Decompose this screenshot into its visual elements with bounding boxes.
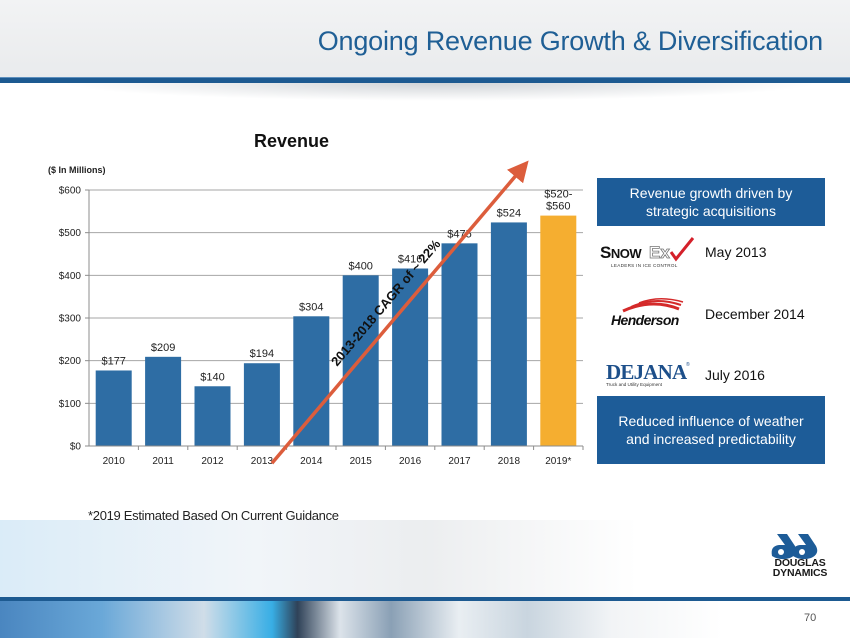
- x-tick-label: 2018: [498, 456, 521, 467]
- acquisition-date: July 2016: [705, 367, 765, 383]
- data-label: $304: [299, 301, 323, 313]
- bar-2014: [293, 316, 330, 446]
- header-divider: [0, 77, 850, 83]
- dejana-logo: DEJANA ® Truck and Utility Equipment: [606, 360, 690, 387]
- slide-title: Ongoing Revenue Growth & Diversification: [317, 26, 823, 56]
- conclusion-text: Reduced influence of weather and increas…: [618, 413, 804, 447]
- svg-text:SNOW: SNOW: [600, 243, 642, 262]
- x-tick-label: 2015: [350, 456, 373, 467]
- data-label: $194: [250, 348, 274, 360]
- estimate-footnote: *2019 Estimated Based On Current Guidanc…: [88, 508, 339, 523]
- x-tick-label: 2019*: [545, 456, 571, 467]
- acquisition-snowex: SNOW Ex LEADERS IN ICE CONTROL May 2013: [597, 232, 837, 272]
- x-tick-label: 2016: [399, 456, 422, 467]
- svg-text:Truck and Utility Equipment: Truck and Utility Equipment: [606, 382, 663, 387]
- svg-text:Henderson: Henderson: [611, 312, 679, 328]
- acquisition-date: May 2013: [705, 244, 767, 260]
- bar-2010: [95, 370, 132, 446]
- bar-2011: [145, 356, 182, 446]
- data-label: $177: [101, 355, 125, 367]
- y-tick-label: $100: [59, 399, 82, 410]
- y-tick-label: $300: [59, 314, 82, 325]
- bars: [95, 215, 577, 446]
- henderson-logo: Henderson: [611, 298, 684, 328]
- data-label: $520-$560: [544, 189, 572, 213]
- bar-2018: [490, 222, 527, 446]
- data-label: $416: [398, 254, 422, 266]
- acquisitions-headline-box: Revenue growth driven by strategic acqui…: [597, 178, 825, 226]
- axes: $0 $100 $200 $300 $400 $500 $600 2010 2011 2012 20…: [59, 186, 584, 467]
- footer-divider: [0, 597, 850, 601]
- acquisition-date: December 2014: [705, 306, 805, 322]
- data-label: $140: [200, 371, 224, 383]
- chart-title: Revenue: [254, 131, 330, 151]
- y-tick-label: $400: [59, 271, 82, 282]
- data-label: $400: [348, 260, 372, 272]
- douglas-dynamics-logo-text: DOUGLAS DYNAMICS: [770, 557, 830, 579]
- bar-2012: [194, 386, 231, 446]
- bar-2013: [243, 363, 280, 446]
- x-tick-label: 2010: [103, 456, 126, 467]
- revenue-bar-chart: $0 $100 $200 $300 $400 $500 $600 2010 2011 2012 20…: [59, 160, 584, 467]
- conclusion-box: Reduced influence of weather and increas…: [597, 396, 825, 464]
- acquisition-henderson: Henderson December 2014: [597, 294, 837, 334]
- x-tick-label: 2014: [300, 456, 323, 467]
- x-tick-label: 2013: [251, 456, 274, 467]
- douglas-dynamics-logo-icon: [771, 534, 818, 560]
- y-tick-label: $600: [59, 186, 82, 197]
- logo-line-2: DYNAMICS: [772, 567, 828, 579]
- y-tick-label: $0: [70, 442, 82, 453]
- svg-text:DEJANA: DEJANA: [606, 360, 688, 384]
- snowex-logo: SNOW Ex LEADERS IN ICE CONTROL: [600, 237, 695, 268]
- data-label: $524: [497, 207, 521, 219]
- y-tick-label: $200: [59, 356, 82, 367]
- bar-2017: [441, 243, 478, 446]
- y-tick-label: $500: [59, 228, 82, 239]
- acquisitions-headline: Revenue growth driven by strategic acqui…: [629, 185, 793, 219]
- svg-text:Ex: Ex: [649, 243, 670, 262]
- data-label: $209: [151, 342, 175, 354]
- logo-line-1: DOUGLAS: [774, 557, 826, 569]
- x-tick-label: 2011: [152, 456, 174, 467]
- x-tick-label: 2017: [448, 456, 471, 467]
- header-background: [0, 0, 850, 77]
- decorative-background: [0, 520, 850, 600]
- header-shadow: [60, 83, 820, 101]
- y-axis-units-label: ($ In Millions): [48, 165, 106, 175]
- page-number: 70: [804, 612, 817, 624]
- bar-2019-estimate: [540, 215, 577, 446]
- acquisition-dejana: DEJANA ® Truck and Utility Equipment Jul…: [597, 355, 837, 395]
- svg-text:®: ®: [686, 361, 690, 368]
- trend-arrow: [270, 160, 529, 465]
- svg-text:LEADERS IN ICE CONTROL: LEADERS IN ICE CONTROL: [611, 263, 678, 268]
- footer-background: [0, 601, 850, 638]
- x-tick-label: 2012: [201, 456, 224, 467]
